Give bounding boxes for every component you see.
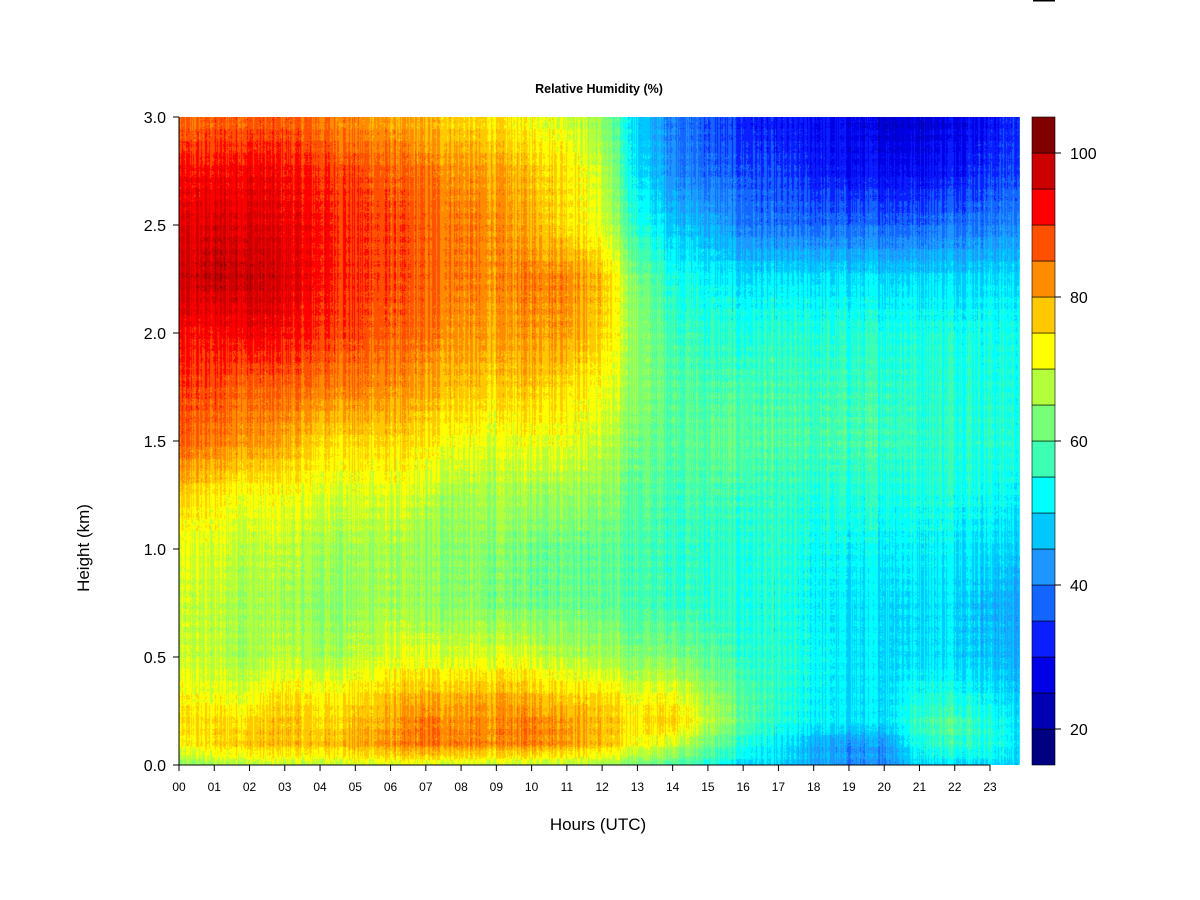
colorbar: [1031, 116, 1056, 766]
y-tick-label: 1.0: [144, 542, 166, 559]
y-tick-label: 1.5: [144, 434, 166, 451]
x-tick-label: 17: [772, 780, 786, 794]
x-tick-label: 01: [208, 780, 222, 794]
colorbar-segment: [1031, 440, 1056, 478]
x-tick-label: 09: [490, 780, 504, 794]
colorbar-segment: [1031, 584, 1056, 622]
x-tick-label: 12: [595, 780, 609, 794]
colorbar-segment: [1031, 548, 1056, 586]
y-axis-label: Height (km): [74, 504, 93, 592]
x-tick-label: 22: [948, 780, 962, 794]
x-tick-label: 23: [983, 780, 997, 794]
colorbar-segment: [1031, 116, 1056, 154]
colorbar-ticks: 20 40 60 80 100: [1055, 146, 1097, 739]
x-axis: 00 01 02 03 04 05 06 07 08 09 10 11 12 13 14 15 16 17 18 19…: [172, 764, 997, 794]
colorbar-segment: [1031, 692, 1056, 730]
colorbar-segment: [1031, 620, 1056, 658]
x-tick-label: 20: [878, 780, 892, 794]
x-tick-label: 13: [631, 780, 645, 794]
colorbar-segment: [1031, 152, 1056, 190]
y-tick-label: 3.0: [144, 110, 166, 127]
colorbar-tick-label: 60: [1070, 434, 1088, 451]
x-tick-label: 19: [842, 780, 856, 794]
heatmap-raster: [179, 117, 1020, 765]
colorbar-tick-label: 40: [1070, 578, 1088, 595]
x-tick-label: 02: [243, 780, 257, 794]
chart-title: Relative Humidity (%): [535, 82, 663, 96]
y-axis: 0.0 0.5 1.0 1.5 2.0 2.5 3.0: [144, 110, 180, 775]
x-tick-label: 11: [561, 780, 574, 794]
colorbar-segment: [1031, 224, 1056, 262]
y-tick-label: 2.5: [144, 218, 166, 235]
x-tick-label: 15: [701, 780, 715, 794]
colorbar-segment: [1031, 728, 1056, 766]
colorbar-segment: [1031, 260, 1056, 298]
colorbar-segment: [1031, 368, 1056, 406]
x-tick-label: 10: [525, 780, 539, 794]
x-tick-label: 04: [313, 780, 327, 794]
x-tick-label: 06: [384, 780, 398, 794]
y-tick-label: 0.0: [144, 758, 166, 775]
colorbar-tick-label: 20: [1070, 722, 1088, 739]
colorbar-segment: [1031, 656, 1056, 694]
y-tick-label: 2.0: [144, 326, 166, 343]
x-tick-label: 00: [172, 780, 186, 794]
y-tick-label: 0.5: [144, 650, 166, 667]
x-tick-label: 03: [278, 780, 292, 794]
colorbar-segment: [1031, 476, 1056, 514]
plot-area: [179, 117, 1020, 765]
colorbar-segment: [1031, 188, 1056, 226]
x-tick-label: 08: [454, 780, 468, 794]
x-tick-label: 07: [419, 780, 433, 794]
colorbar-tick-label: 100: [1070, 146, 1097, 163]
colorbar-segment: [1031, 404, 1056, 442]
x-tick-label: 21: [913, 780, 927, 794]
x-tick-label: 05: [349, 780, 363, 794]
corner-mark: [1033, 0, 1055, 2]
x-tick-label: 16: [736, 780, 750, 794]
colorbar-segment: [1031, 296, 1056, 334]
colorbar-segment: [1031, 332, 1056, 370]
colorbar-segment: [1031, 512, 1056, 550]
x-tick-label: 18: [807, 780, 821, 794]
x-axis-label: Hours (UTC): [550, 815, 646, 834]
x-tick-label: 14: [666, 780, 680, 794]
colorbar-tick-label: 80: [1070, 290, 1088, 307]
